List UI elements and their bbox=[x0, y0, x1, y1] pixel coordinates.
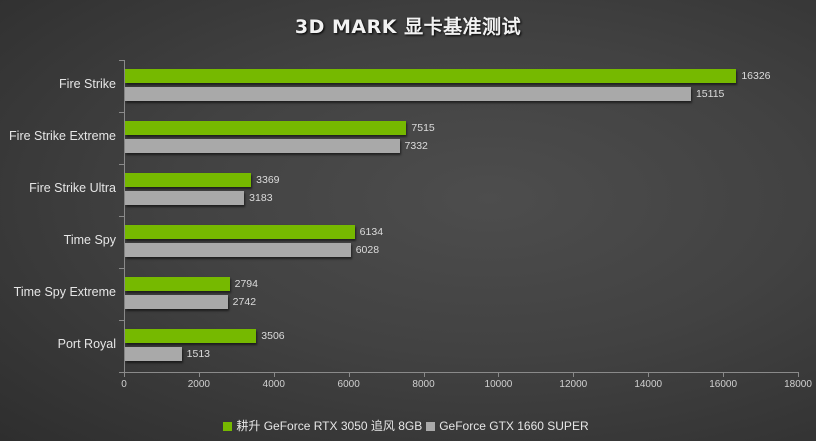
x-axis-tick bbox=[723, 372, 725, 377]
legend-label: GeForce GTX 1660 SUPER bbox=[439, 419, 589, 433]
data-label: 6134 bbox=[359, 226, 384, 238]
category-label: Time Spy bbox=[63, 233, 116, 247]
y-axis-tick bbox=[119, 320, 124, 321]
x-axis-line bbox=[124, 372, 798, 373]
y-axis-tick bbox=[119, 60, 124, 61]
y-axis-tick bbox=[119, 164, 124, 165]
x-axis-tick bbox=[573, 372, 575, 377]
y-axis-tick bbox=[119, 372, 124, 373]
x-axis-label: 0 bbox=[121, 379, 127, 390]
x-axis-label: 6000 bbox=[337, 379, 360, 390]
x-axis-tick bbox=[798, 372, 799, 377]
x-axis-label: 16000 bbox=[709, 379, 738, 390]
bar-rtx3050 bbox=[125, 329, 257, 343]
chart-legend: 耕升 GeForce RTX 3050 追风 8GB GeForce GTX 16… bbox=[0, 417, 816, 434]
y-axis-line bbox=[124, 60, 125, 372]
legend-item: 耕升 GeForce RTX 3050 追风 8GB bbox=[223, 417, 422, 434]
data-label: 16326 bbox=[741, 70, 771, 82]
category-label: Fire Strike bbox=[59, 77, 116, 91]
x-axis-tick bbox=[273, 372, 275, 377]
legend-item: GeForce GTX 1660 SUPER bbox=[426, 419, 589, 433]
chart-title: 3D MARK 显卡基准测试 bbox=[294, 16, 522, 38]
category-label: Port Royal bbox=[57, 337, 116, 351]
y-axis-tick bbox=[119, 112, 124, 113]
x-axis-tick bbox=[124, 372, 125, 377]
x-axis-label: 2000 bbox=[187, 379, 210, 390]
legend-swatch-icon bbox=[223, 422, 233, 431]
data-label: 1513 bbox=[186, 348, 210, 360]
category-label: Fire Strike Ultra bbox=[29, 181, 116, 195]
x-axis-tick bbox=[423, 372, 425, 377]
x-axis-label: 18000 bbox=[784, 379, 812, 390]
x-axis-label: 12000 bbox=[559, 379, 588, 390]
x-axis-tick bbox=[648, 372, 650, 377]
data-label: 2794 bbox=[234, 278, 258, 290]
bar-gtx1660super bbox=[125, 87, 691, 101]
data-label: 3183 bbox=[249, 192, 273, 204]
x-axis-tick bbox=[498, 372, 500, 377]
x-axis-tick bbox=[198, 372, 200, 377]
bar-gtx1660super bbox=[125, 139, 400, 153]
bar-gtx1660super bbox=[125, 347, 182, 361]
y-axis-tick bbox=[119, 268, 124, 269]
legend-swatch-icon bbox=[426, 422, 436, 431]
data-label: 6028 bbox=[355, 244, 380, 256]
legend-label: 耕升 GeForce RTX 3050 追风 8GB bbox=[236, 419, 423, 433]
bar-gtx1660super bbox=[125, 295, 228, 309]
bar-gtx1660super bbox=[125, 191, 245, 205]
x-axis-label: 4000 bbox=[262, 379, 285, 390]
data-label: 15115 bbox=[695, 88, 725, 100]
x-axis-label: 14000 bbox=[634, 379, 663, 390]
data-label: 7332 bbox=[404, 140, 428, 152]
x-axis-label: 8000 bbox=[412, 379, 435, 390]
bar-gtx1660super bbox=[125, 243, 351, 257]
category-label: Fire Strike Extreme bbox=[9, 129, 116, 143]
x-axis-label: 10000 bbox=[484, 379, 513, 390]
bar-rtx3050 bbox=[125, 121, 407, 135]
x-axis-tick bbox=[348, 372, 350, 377]
bar-rtx3050 bbox=[125, 277, 230, 291]
data-label: 3506 bbox=[261, 330, 285, 342]
y-axis-tick bbox=[119, 216, 124, 217]
data-label: 2742 bbox=[232, 296, 257, 308]
bar-rtx3050 bbox=[125, 173, 252, 187]
bar-rtx3050 bbox=[125, 69, 737, 83]
category-label: Time Spy Extreme bbox=[13, 285, 116, 299]
bar-rtx3050 bbox=[125, 225, 355, 239]
data-label: 3369 bbox=[256, 174, 280, 186]
data-label: 7515 bbox=[411, 122, 435, 134]
